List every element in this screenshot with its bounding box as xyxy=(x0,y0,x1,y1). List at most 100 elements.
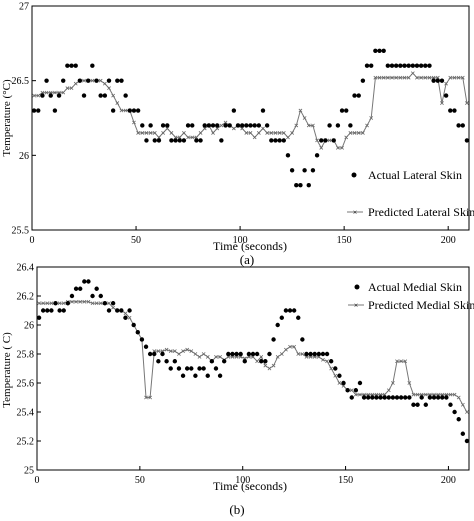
data-point-predicted xyxy=(329,366,334,371)
data-point-actual xyxy=(314,153,320,158)
data-point-predicted xyxy=(448,75,453,80)
x-tick-label: 100 xyxy=(235,475,250,486)
data-point-actual xyxy=(106,78,112,83)
data-point-predicted xyxy=(390,75,394,80)
data-point-predicted xyxy=(377,75,382,80)
data-point-actual xyxy=(102,301,108,306)
x-tick-label: 0 xyxy=(35,475,40,486)
data-point-actual xyxy=(36,315,42,320)
data-point-actual xyxy=(452,108,457,113)
y-tick-label: 25.5 xyxy=(12,226,30,237)
data-point-predicted xyxy=(214,355,218,359)
y-tick-label: 25.4 xyxy=(17,408,35,419)
panel-b-marks: 0 50 100 150 200 25 25.2 25.4 25.6 25.8 26 26.2 26.4 xyxy=(17,263,470,486)
data-point-predicted xyxy=(218,355,222,359)
data-point-actual xyxy=(110,301,116,306)
data-point-actual xyxy=(394,395,400,400)
data-point-actual xyxy=(448,108,453,113)
data-point-actual xyxy=(115,308,120,313)
data-point-actual xyxy=(277,138,282,143)
data-point-actual xyxy=(348,123,353,128)
data-point-predicted xyxy=(271,363,276,368)
data-point-actual xyxy=(82,279,87,284)
data-point-actual xyxy=(373,48,378,53)
data-point-predicted xyxy=(123,108,128,113)
data-point-predicted xyxy=(337,381,342,385)
data-point-actual xyxy=(254,351,260,357)
data-point-predicted xyxy=(181,349,185,353)
data-point-predicted xyxy=(391,381,395,385)
data-point-actual xyxy=(181,138,187,143)
data-point-predicted xyxy=(198,131,203,135)
panel-a: 0 50 100 150 200 25.5 26 26.5 27 Actual Lateral … xyxy=(1,2,474,268)
data-point-actual xyxy=(40,308,46,313)
data-point-actual xyxy=(61,78,66,83)
panel-a-caption: (a) xyxy=(240,252,254,267)
data-point-actual xyxy=(168,366,173,371)
data-point-actual xyxy=(377,48,382,53)
data-point-actual xyxy=(248,123,253,128)
data-point-predicted xyxy=(36,93,41,98)
data-point-predicted xyxy=(284,347,288,352)
data-point-actual xyxy=(341,380,346,386)
panel-b-x-axis-label: Time (seconds) xyxy=(213,479,287,493)
data-point-predicted xyxy=(98,301,103,306)
data-point-actual xyxy=(77,78,83,83)
data-point-actual xyxy=(78,286,83,291)
data-point-predicted xyxy=(448,392,453,397)
data-point-actual xyxy=(201,366,206,371)
data-point-actual xyxy=(135,330,140,335)
data-point-predicted xyxy=(415,392,420,397)
data-point-predicted xyxy=(186,135,190,140)
data-point-actual xyxy=(45,308,50,313)
data-point-predicted xyxy=(148,395,153,400)
data-point-predicted xyxy=(255,359,259,364)
data-point-actual xyxy=(320,351,326,357)
data-point-predicted xyxy=(403,359,408,364)
data-point-predicted xyxy=(406,75,411,80)
data-point-predicted xyxy=(44,90,49,95)
x-tick-label: 150 xyxy=(337,235,352,246)
data-point-predicted xyxy=(369,116,374,120)
data-point-actual xyxy=(40,93,45,98)
data-point-predicted xyxy=(386,388,391,393)
x-tick-label: 100 xyxy=(233,235,248,246)
data-point-actual xyxy=(143,344,149,349)
data-point-predicted xyxy=(460,75,465,80)
data-point-predicted xyxy=(140,131,145,135)
data-point-actual xyxy=(285,153,291,158)
data-point-actual xyxy=(456,123,461,128)
data-point-actual xyxy=(464,438,470,444)
data-point-predicted xyxy=(211,131,215,135)
data-point-actual xyxy=(217,373,223,378)
data-point-actual xyxy=(275,322,280,328)
data-point-predicted xyxy=(172,349,177,353)
y-tick-label: 26.4 xyxy=(17,263,35,274)
data-point-predicted xyxy=(148,131,153,135)
data-point-actual xyxy=(164,359,169,364)
data-point-actual xyxy=(90,63,95,68)
data-point-actual xyxy=(427,63,432,68)
data-point-actual xyxy=(364,63,370,68)
data-point-actual xyxy=(339,108,345,113)
data-point-actual xyxy=(419,395,424,400)
data-point-actual xyxy=(147,351,153,357)
data-point-actual xyxy=(180,373,186,378)
data-point-actual xyxy=(302,168,307,173)
data-point-actual xyxy=(407,395,412,400)
data-point-actual xyxy=(269,138,274,143)
data-point-predicted xyxy=(311,123,315,128)
data-point-actual xyxy=(415,402,420,407)
data-point-predicted xyxy=(61,90,66,95)
legend-marker-actual-medial xyxy=(354,284,360,290)
data-point-predicted xyxy=(373,75,378,80)
data-point-predicted xyxy=(127,315,132,320)
data-point-actual xyxy=(213,366,219,371)
data-point-actual xyxy=(106,308,112,313)
data-point-actual xyxy=(382,395,387,400)
data-point-predicted xyxy=(277,131,282,135)
data-point-actual xyxy=(267,351,272,357)
data-point-predicted xyxy=(98,78,103,83)
data-point-actual xyxy=(98,93,103,98)
data-point-actual xyxy=(448,402,453,407)
